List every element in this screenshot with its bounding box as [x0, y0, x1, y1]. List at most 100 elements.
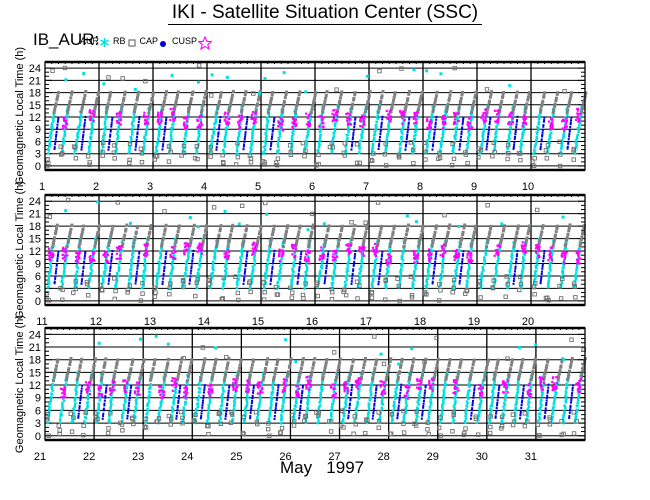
aur-point	[62, 269, 66, 273]
cap-point	[352, 133, 355, 136]
aur-point	[223, 139, 226, 143]
aur-point	[574, 278, 577, 281]
cusp-point	[48, 256, 52, 259]
cusp-point	[346, 244, 350, 247]
aur-point	[564, 240, 568, 243]
cusp-point	[466, 123, 469, 126]
rb-point	[275, 156, 281, 161]
cap-point	[136, 262, 139, 265]
cusp-point	[577, 258, 580, 261]
aur-point	[278, 135, 282, 138]
cusp-point	[428, 251, 431, 254]
cusp-point	[536, 245, 539, 248]
aur-point	[157, 268, 161, 272]
rb-point	[262, 289, 267, 295]
aur-point	[155, 141, 159, 144]
rb-point	[322, 102, 326, 106]
rb-point	[122, 238, 126, 242]
aur-point	[279, 259, 283, 262]
day-label: 10	[522, 181, 534, 193]
aur-point	[484, 117, 488, 121]
rb-point	[391, 232, 395, 236]
aur-point	[156, 137, 160, 140]
aur-point	[127, 284, 131, 288]
rb-point	[446, 233, 450, 237]
aur-point	[428, 255, 432, 259]
aur-point	[88, 150, 91, 154]
rb-point	[546, 298, 551, 303]
rb-point	[489, 227, 493, 231]
cusp-point	[89, 258, 92, 261]
rb-point	[125, 287, 131, 293]
cusp-point	[427, 254, 431, 257]
rb-point	[534, 207, 540, 213]
cap-point	[542, 259, 545, 263]
rb-point	[330, 289, 335, 295]
cusp-point	[306, 116, 309, 120]
cusp-point	[307, 251, 310, 254]
rb-point	[191, 90, 195, 94]
aur-point	[145, 127, 148, 131]
aur-point	[426, 268, 430, 271]
rb-point	[280, 110, 284, 114]
cusp-point	[199, 247, 202, 250]
cusp-point	[524, 250, 527, 253]
aur-point	[143, 265, 147, 268]
cusp-point	[457, 256, 460, 259]
aur-point	[293, 246, 297, 250]
cusp-point	[577, 255, 580, 258]
aur-point	[47, 413, 51, 416]
rb-point	[511, 110, 515, 114]
cusp-point	[199, 249, 202, 252]
rb-point	[384, 163, 389, 168]
cusp-point	[278, 123, 282, 126]
aur-point	[400, 138, 403, 141]
aur-point	[251, 269, 254, 273]
cusp-point	[347, 243, 350, 246]
rb-point	[209, 93, 214, 98]
cap-point	[542, 125, 545, 128]
rb-point	[186, 110, 190, 114]
cusp-point	[562, 119, 565, 122]
cusp-point	[428, 127, 431, 130]
rb-point	[251, 91, 256, 96]
data-points	[44, 63, 588, 169]
cap-point	[54, 138, 57, 141]
legend-label-cap: CAP	[139, 36, 159, 46]
cap-point	[379, 269, 382, 273]
aur-point	[304, 272, 308, 276]
aur-point	[50, 129, 54, 133]
aur-point	[360, 255, 364, 259]
rb-point	[376, 243, 380, 247]
rb-point	[434, 226, 438, 230]
aur-point	[493, 148, 496, 151]
rb-point	[388, 245, 392, 249]
aur-point	[413, 269, 416, 273]
rb-point	[51, 378, 55, 382]
rb-point	[44, 291, 50, 296]
cusp-point	[66, 254, 69, 257]
cusp-point	[254, 111, 258, 114]
rb-point	[323, 99, 327, 103]
aur-point	[547, 146, 550, 149]
aur-point	[116, 132, 119, 136]
cap-point	[299, 255, 302, 258]
cusp-point	[429, 257, 433, 260]
cusp-point	[104, 255, 107, 258]
cusp-point	[281, 118, 284, 121]
rb-point	[216, 239, 220, 243]
rb-point	[272, 224, 276, 228]
aur-point	[74, 273, 78, 276]
cusp-point	[453, 121, 456, 124]
cap-point	[353, 123, 356, 126]
cusp-point	[538, 246, 541, 249]
aur-point	[348, 246, 351, 250]
cap-point	[217, 131, 220, 134]
rb-point	[355, 296, 360, 301]
cusp-point	[92, 253, 95, 256]
rb-point	[181, 143, 187, 149]
aur-point	[221, 287, 225, 290]
cusp-point	[578, 118, 581, 121]
aur-point	[371, 145, 374, 148]
cap-point	[82, 135, 85, 138]
